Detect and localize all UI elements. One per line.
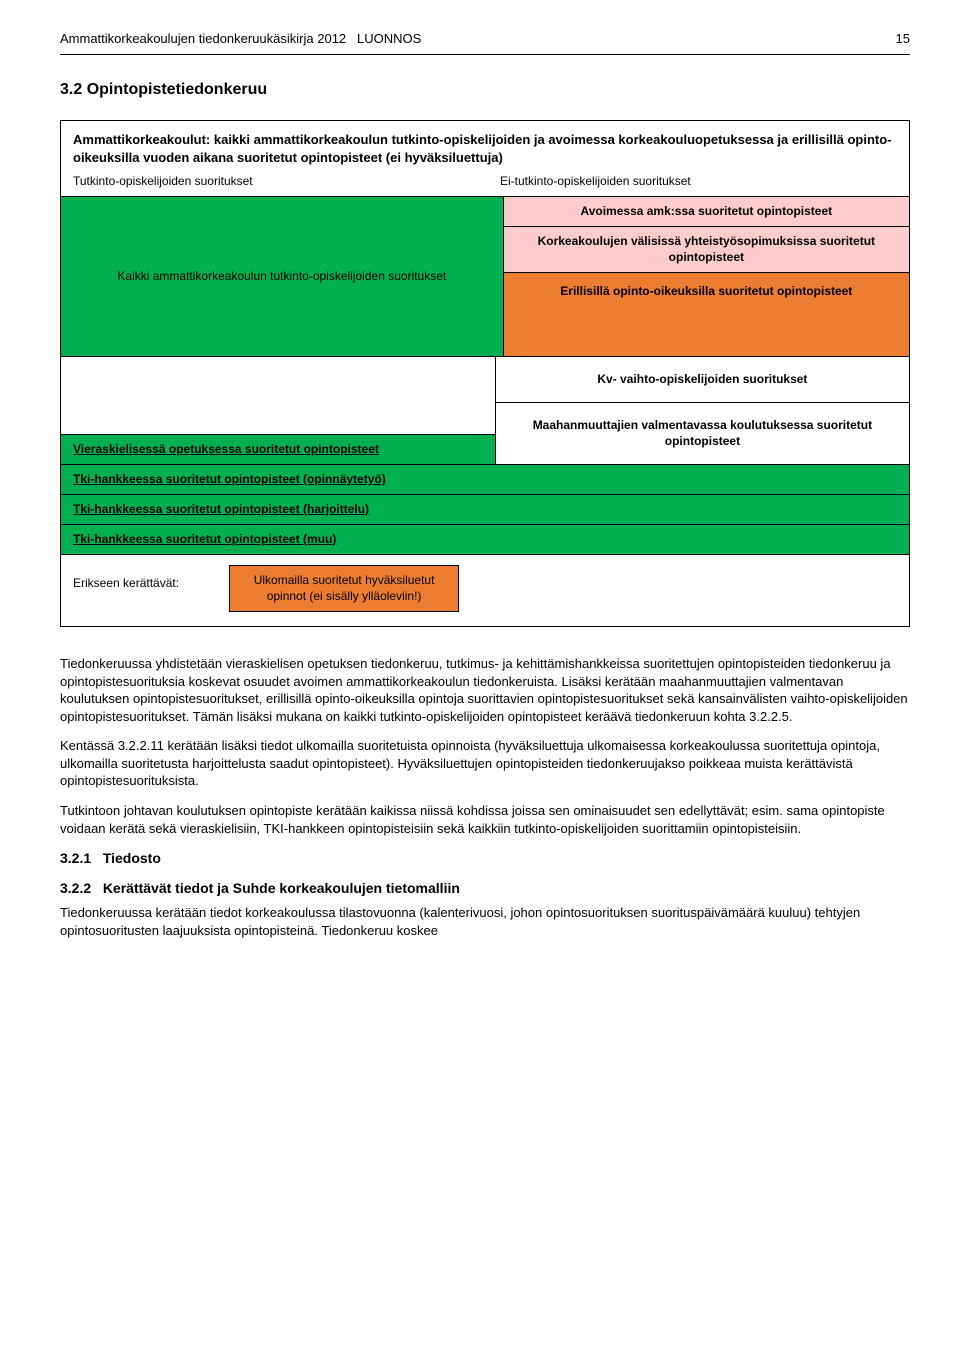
blank-cell xyxy=(61,357,495,435)
diagram-container: Ammattikorkeakoulut: kaikki ammattikorke… xyxy=(60,120,910,628)
orange-box: Ulkomailla suoritetut hyväksiluetut opin… xyxy=(229,565,459,613)
tki-cell-3: Tki-hankkeessa suoritetut opintopisteet … xyxy=(61,524,909,554)
subheader-left: Tutkinto-opiskelijoiden suoritukset xyxy=(73,173,470,190)
header-rule xyxy=(60,54,910,55)
subsection-322-body: Tiedonkeruussa kerätään tiedot korkeakou… xyxy=(60,904,910,939)
paragraph-3: Tutkintoon johtavan koulutuksen opintopi… xyxy=(60,802,910,837)
pink-cell-1: Avoimessa amk:ssa suoritetut opintopiste… xyxy=(504,197,909,227)
lower-right-col: Kv- vaihto-opiskelijoiden suoritukset Ma… xyxy=(495,357,909,464)
kv-title-cell: Kv- vaihto-opiskelijoiden suoritukset xyxy=(496,357,909,403)
orange-cell-1: Erillisillä opinto-oikeuksilla suoritetu… xyxy=(504,273,909,356)
pink-cell-2: Korkeakoulujen välisissä yhteistyösopimu… xyxy=(504,227,909,274)
erikseen-row: Erikseen kerättävät: Ulkomailla suoritet… xyxy=(61,554,909,627)
paragraph-1: Tiedonkeruussa yhdistetään vieraskielise… xyxy=(60,655,910,725)
diagram-title-row: Ammattikorkeakoulut: kaikki ammattikorke… xyxy=(61,121,909,171)
subsection-title: Tiedosto xyxy=(103,850,161,866)
lower-left-col: Vieraskielisessä opetuksessa suoritetut … xyxy=(61,357,495,464)
maahan-cell: Maahanmuuttajien valmentavassa koulutuks… xyxy=(496,403,909,465)
header-page-number: 15 xyxy=(896,30,910,48)
lower-split: Vieraskielisessä opetuksessa suoritetut … xyxy=(61,356,909,464)
diagram-subheader-row: Tutkinto-opiskelijoiden suoritukset Ei-t… xyxy=(61,171,909,196)
erikseen-label: Erikseen kerättävät: xyxy=(73,565,179,592)
tki-cell-2: Tki-hankkeessa suoritetut opintopisteet … xyxy=(61,494,909,524)
subsection-num-2: 3.2.2 xyxy=(60,880,91,896)
right-stack: Avoimessa amk:ssa suoritetut opintopiste… xyxy=(503,197,909,356)
page-header: Ammattikorkeakoulujen tiedonkeruukäsikir… xyxy=(60,30,910,48)
green-row: Kaikki ammattikorkeakoulun tutkinto-opis… xyxy=(61,196,909,356)
diagram-title: Ammattikorkeakoulut: kaikki ammattikorke… xyxy=(73,131,897,167)
subheader-right: Ei-tutkinto-opiskelijoiden suoritukset xyxy=(470,173,897,190)
header-left: Ammattikorkeakoulujen tiedonkeruukäsikir… xyxy=(60,30,421,48)
subsection-322: 3.2.2 Kerättävät tiedot ja Suhde korkeak… xyxy=(60,879,910,899)
vieras-cell: Vieraskielisessä opetuksessa suoritetut … xyxy=(61,434,495,464)
paragraph-2: Kentässä 3.2.2.11 kerätään lisäksi tiedo… xyxy=(60,737,910,790)
tki-cell-1: Tki-hankkeessa suoritetut opintopisteet … xyxy=(61,464,909,494)
green-left-cell: Kaikki ammattikorkeakoulun tutkinto-opis… xyxy=(61,197,503,356)
subsection-num: 3.2.1 xyxy=(60,850,91,866)
subsection-321: 3.2.1 Tiedosto xyxy=(60,849,910,869)
subsection-title-2: Kerättävät tiedot ja Suhde korkeakouluje… xyxy=(103,880,460,896)
section-title: 3.2 Opintopistetiedonkeruu xyxy=(60,79,910,101)
